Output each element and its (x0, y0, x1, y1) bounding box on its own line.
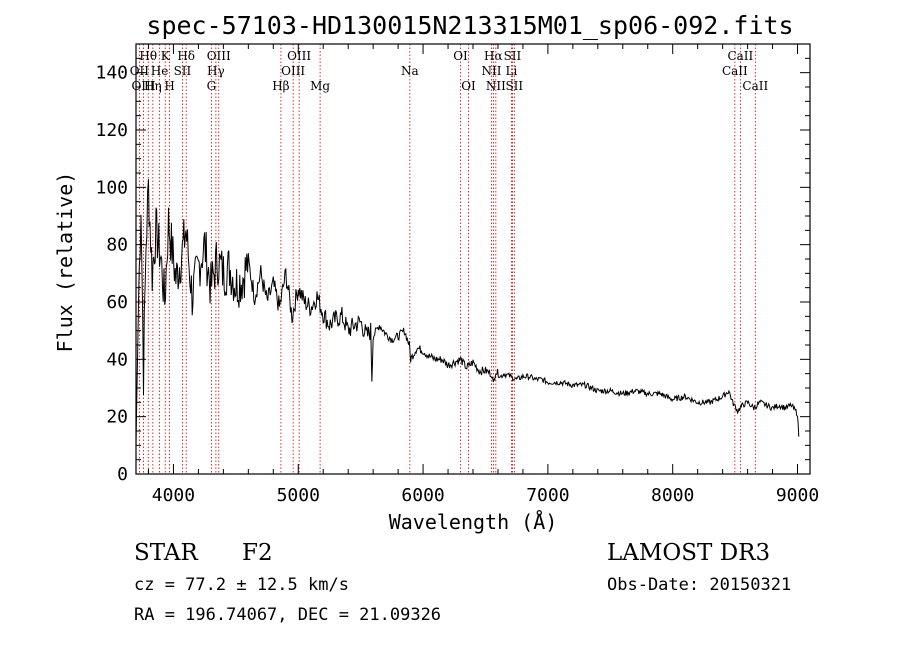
line-label-24: SII (505, 79, 523, 93)
y-tick-label: 120 (95, 120, 128, 141)
x-tick-label: 8000 (651, 485, 694, 506)
line-label-17: OI (453, 49, 468, 63)
object-subclass: F2 (242, 540, 273, 566)
line-label-8: H (164, 79, 174, 93)
spectrum-line (135, 179, 800, 446)
coordinates-text: RA = 196.74067, DEC = 21.09326 (134, 605, 441, 625)
plot-frame (135, 43, 811, 475)
y-tick-label: 140 (95, 63, 128, 84)
line-label-20: SII (504, 49, 522, 63)
y-tick-label: 20 (106, 407, 128, 428)
line-label-3: K (161, 49, 171, 63)
spectral-line-markers (138, 44, 756, 474)
line-label-13: OIII (281, 64, 305, 78)
line-label-12: OIII (287, 49, 311, 63)
line-label-23: NII (486, 79, 506, 93)
line-label-7: SII (174, 64, 192, 78)
object-class: STAR (134, 540, 198, 566)
line-label-11: G (207, 79, 217, 93)
y-tick-label: 0 (117, 464, 128, 485)
y-axis-label: Flux (relative) (53, 172, 77, 353)
line-label-4: He (151, 64, 169, 78)
line-label-0: Hθ (139, 49, 157, 63)
x-tick-label: 5000 (277, 485, 320, 506)
line-label-2: OIII (131, 79, 155, 93)
line-label-25: CaII (727, 49, 753, 63)
x-tick-label: 7000 (526, 485, 569, 506)
line-label-22: Li (506, 64, 518, 78)
line-label-5: Hη (144, 79, 162, 93)
line-label-26: CaII (722, 64, 748, 78)
y-axis-ticks: 0 20 40 60 80 100 120 140 (95, 43, 810, 485)
x-axis-ticks: 4000 5000 6000 7000 8000 9000 (147, 44, 819, 506)
line-label-10: Hγ (207, 64, 225, 78)
y-tick-label: 40 (106, 349, 128, 370)
line-label-1: OII (130, 64, 150, 78)
line-label-14: Hβ (272, 79, 289, 93)
x-tick-label: 9000 (776, 485, 819, 506)
line-label-18: OI (461, 79, 476, 93)
redshift-text: cz = 77.2 ± 12.5 km/s (134, 575, 349, 595)
line-label-27: CaII (742, 79, 768, 93)
line-label-6: Hδ (177, 49, 195, 63)
line-label-15: Mg (310, 79, 330, 93)
x-tick-label: 4000 (152, 485, 195, 506)
line-label-16: Na (401, 64, 419, 78)
y-tick-label: 60 (106, 292, 128, 313)
line-label-9: OIII (207, 49, 231, 63)
x-axis-label: Wavelength (Å) (389, 510, 558, 534)
obs-date-text: Obs-Date: 20150321 (607, 575, 791, 595)
y-tick-label: 80 (106, 235, 128, 256)
x-tick-label: 6000 (401, 485, 444, 506)
survey-name: LAMOST DR3 (607, 540, 770, 566)
chart-title: spec-57103-HD130015N213315M01_sp06-092.f… (146, 11, 793, 40)
line-label-19: Hα (484, 49, 503, 63)
y-tick-label: 100 (95, 177, 128, 198)
line-label-21: NII (481, 64, 501, 78)
